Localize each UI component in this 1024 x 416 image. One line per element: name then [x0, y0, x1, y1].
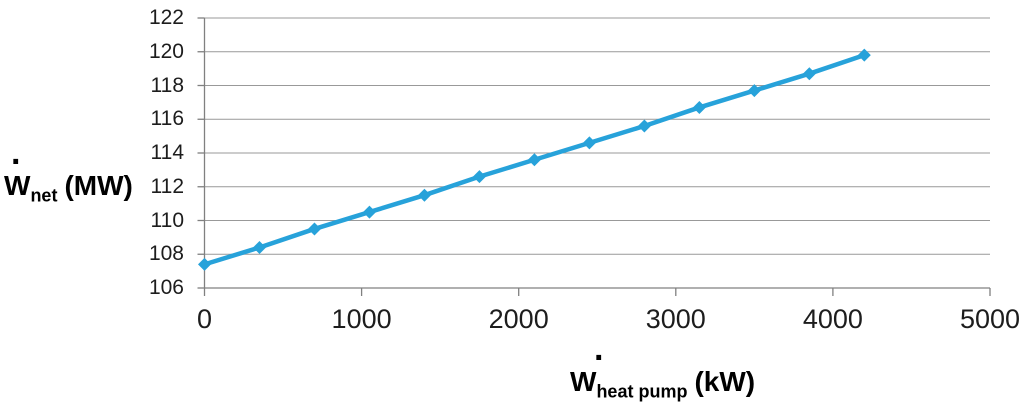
data-point-marker [692, 100, 706, 114]
data-point-marker [527, 153, 541, 167]
x-axis-unit: (kW) [694, 366, 756, 397]
data-point-marker [472, 170, 486, 184]
x-axis-title: · Wheat pump (kW) [570, 339, 756, 401]
y-tick-label: 110 [150, 208, 184, 232]
y-tick-label: 118 [150, 73, 184, 97]
data-point-marker [417, 188, 431, 202]
y-axis-unit: (MW) [64, 170, 133, 201]
y-tick-label: 120 [148, 39, 184, 63]
data-point-marker [362, 205, 376, 219]
x-tick-label: 0 [196, 304, 213, 334]
overdot-icon: · [11, 143, 23, 181]
x-axis-subscript: heat pump [596, 381, 688, 402]
x-tick-label: 1000 [331, 304, 392, 334]
data-point-marker [637, 119, 651, 133]
y-tick-label: 122 [148, 6, 184, 29]
x-tick-label: 2000 [488, 304, 549, 334]
data-point-marker [857, 48, 871, 62]
data-point-marker [198, 257, 211, 271]
data-point-marker [802, 67, 816, 81]
y-axis-subscript: net [30, 185, 58, 206]
y-tick-label: 106 [148, 276, 184, 299]
y-tick-label: 116 [150, 107, 184, 131]
y-tick-label: 114 [150, 141, 184, 164]
x-tick-label: 4000 [802, 304, 863, 334]
y-axis-symbol: W [4, 170, 31, 201]
data-point-marker [582, 136, 596, 150]
data-point-marker [747, 84, 761, 98]
overdot-icon: · [594, 339, 606, 377]
x-axis-title-text: Wheat pump (kW) [570, 366, 756, 401]
y-tick-label: 108 [148, 242, 184, 266]
x-tick-label: 3000 [645, 304, 706, 334]
x-axis-symbol: W [570, 366, 597, 397]
y-axis-title-text: Wnet (MW) [4, 170, 133, 205]
data-point-marker [307, 222, 321, 236]
data-point-marker [252, 241, 266, 254]
y-tick-label: 112 [150, 174, 184, 198]
y-axis-title: · Wnet (MW) [4, 143, 133, 205]
x-tick-label: 5000 [959, 304, 1021, 334]
